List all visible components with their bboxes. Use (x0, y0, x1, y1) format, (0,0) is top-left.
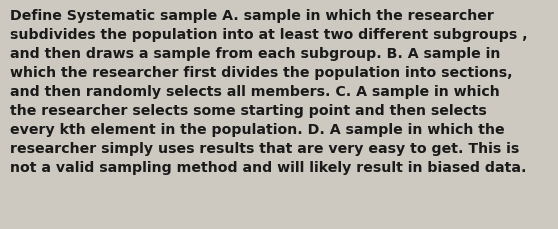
Text: Define Systematic sample A. sample in which the researcher
subdivides the popula: Define Systematic sample A. sample in wh… (10, 9, 528, 174)
